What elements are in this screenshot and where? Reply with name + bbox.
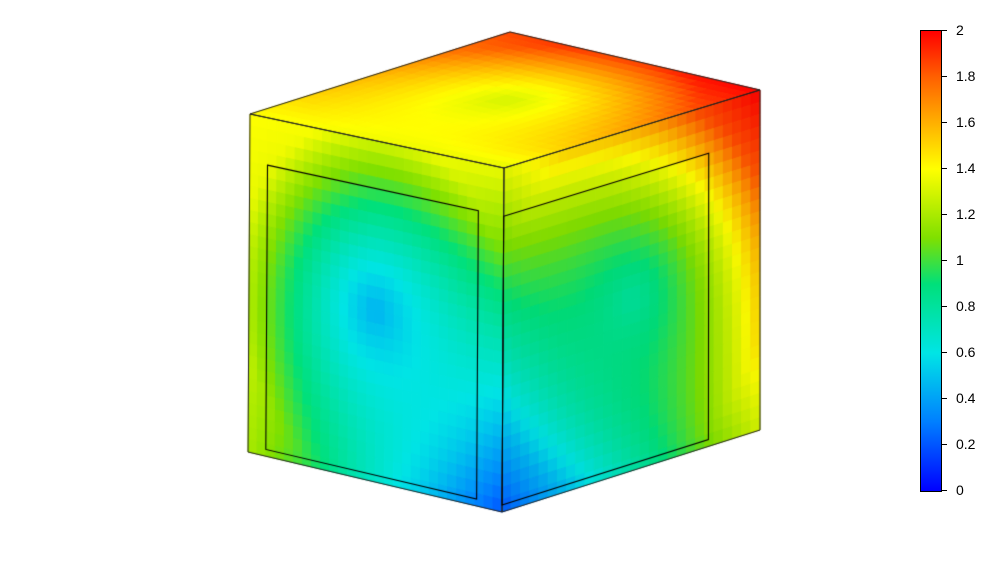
colorbar-tick-label: 0.2 bbox=[956, 436, 975, 452]
colorbar-gradient bbox=[920, 30, 942, 492]
colorbar: 21.81.61.41.210.80.60.40.20 bbox=[920, 30, 1000, 490]
figure-stage: 2 1.8 1.6 1.4 1.2 1 0.8 0.6 0.4 0.2 0 bbox=[0, 0, 1000, 562]
colorbar-tick bbox=[941, 490, 947, 491]
colorbar-tick bbox=[941, 76, 947, 77]
colorbar-tick-label: 0.6 bbox=[956, 344, 975, 360]
cube-surface-plot bbox=[0, 0, 1000, 562]
colorbar-tick-label: 0.4 bbox=[956, 390, 975, 406]
colorbar-tick bbox=[941, 168, 947, 169]
colorbar-tick-label: 1.2 bbox=[956, 206, 975, 222]
colorbar-tick bbox=[941, 444, 947, 445]
colorbar-tick-label: 1.6 bbox=[956, 114, 975, 130]
colorbar-tick-label: 0 bbox=[956, 482, 964, 498]
colorbar-tick bbox=[941, 398, 947, 399]
colorbar-tick-label: 1 bbox=[956, 252, 964, 268]
colorbar-tick bbox=[941, 214, 947, 215]
colorbar-tick bbox=[941, 260, 947, 261]
colorbar-tick bbox=[941, 30, 947, 31]
colorbar-tick-label: 0.8 bbox=[956, 298, 975, 314]
colorbar-tick bbox=[941, 352, 947, 353]
colorbar-tick bbox=[941, 306, 947, 307]
colorbar-tick-label: 1.8 bbox=[956, 68, 975, 84]
colorbar-tick bbox=[941, 122, 947, 123]
colorbar-tick-label: 2 bbox=[956, 22, 964, 38]
colorbar-tick-label: 1.4 bbox=[956, 160, 975, 176]
